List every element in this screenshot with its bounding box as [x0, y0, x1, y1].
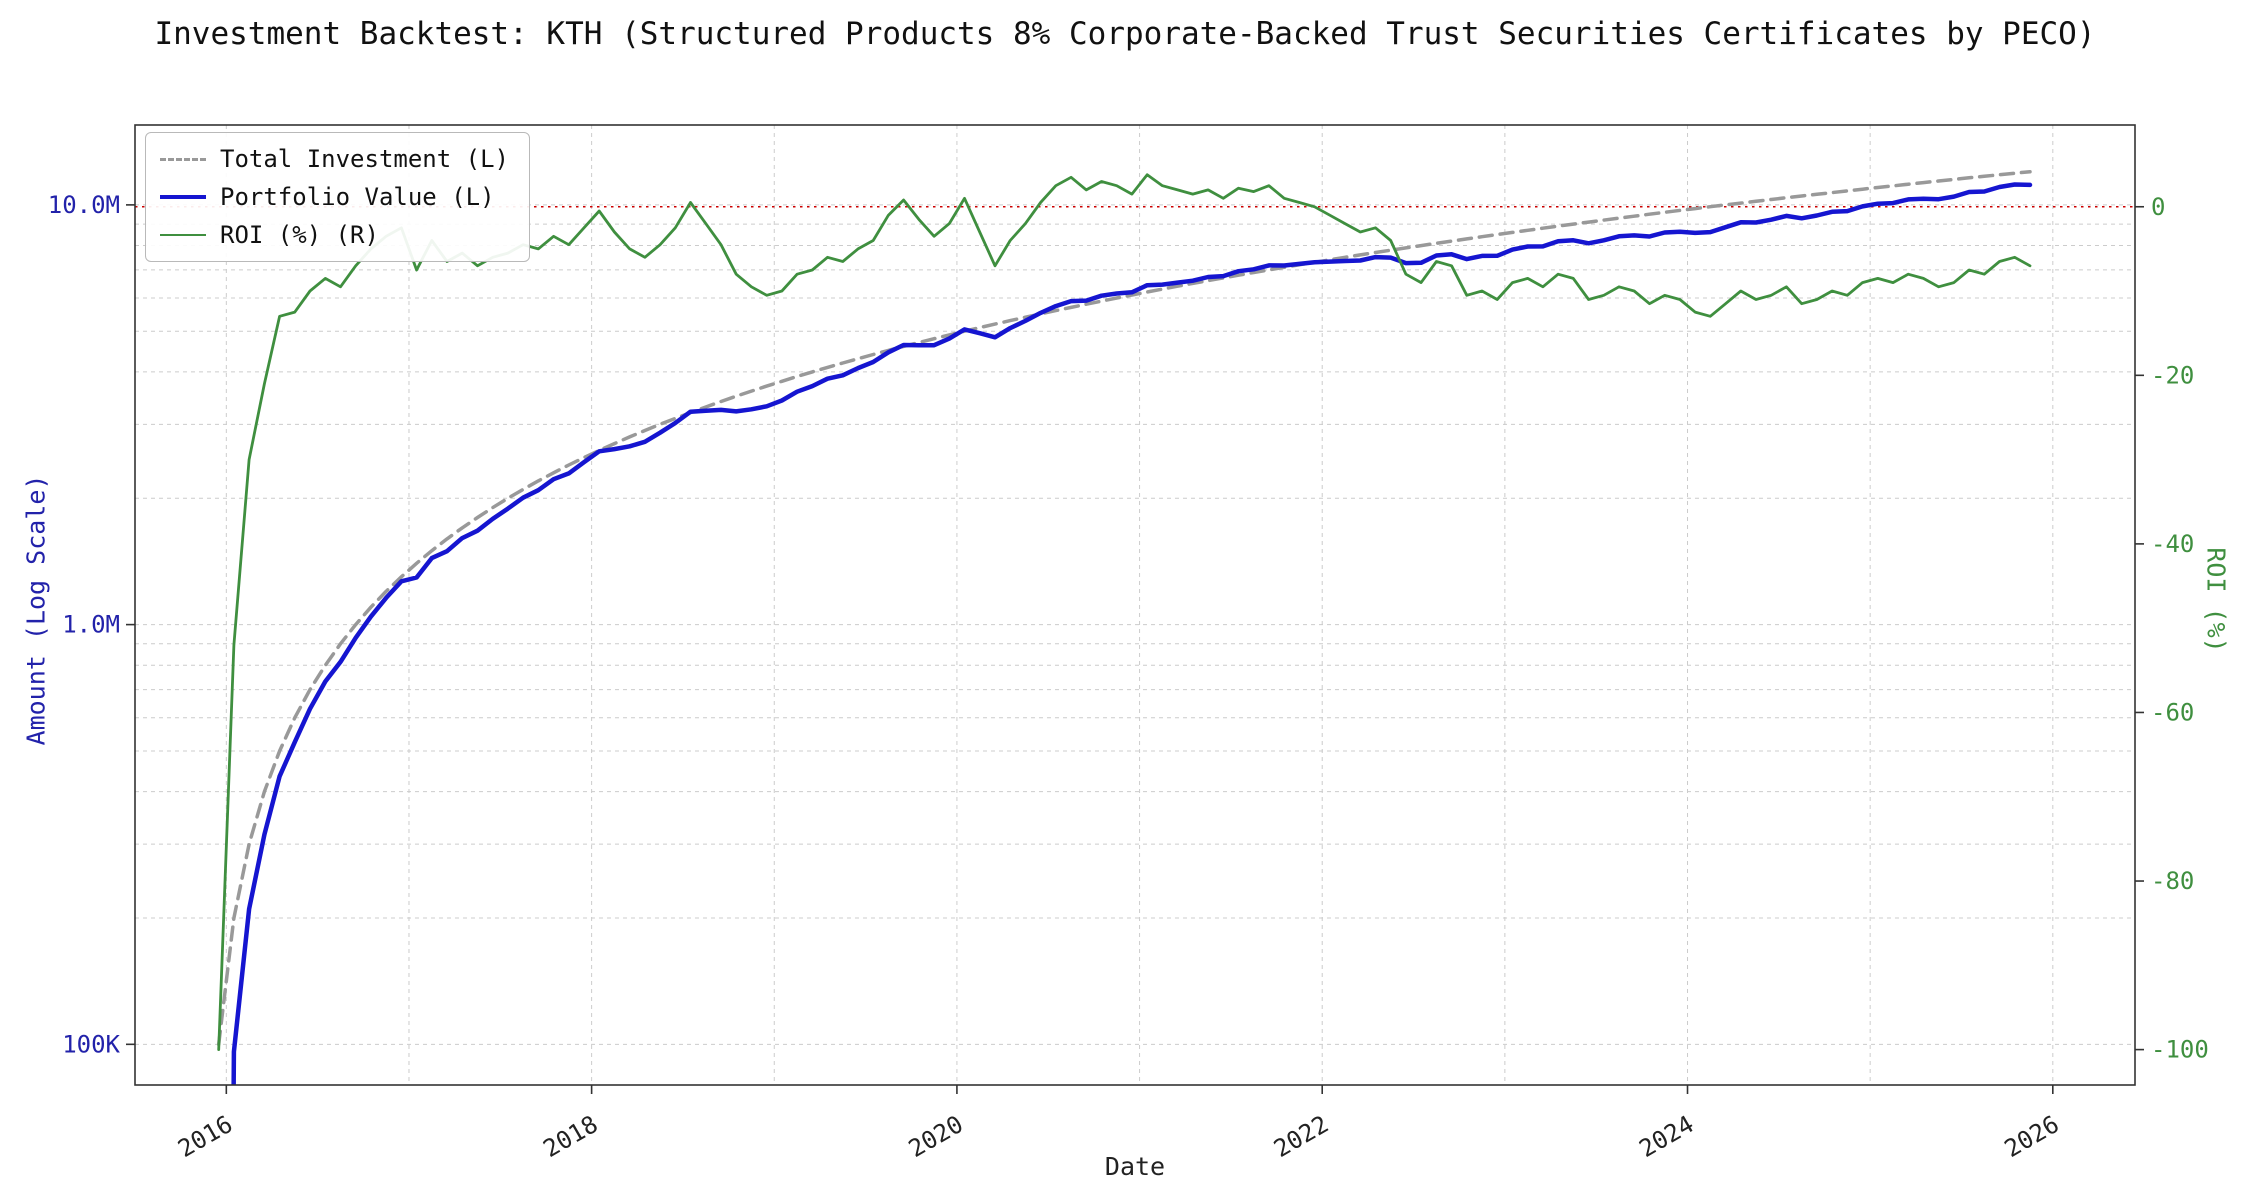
legend-label-roi: ROI (%) (R) [220, 221, 379, 249]
svg-text:1.0M: 1.0M [62, 611, 120, 639]
svg-text:2022: 2022 [1269, 1110, 1333, 1163]
svg-text:-60: -60 [2151, 698, 2194, 726]
svg-text:0: 0 [2151, 193, 2165, 221]
roi-line-swatch-icon [160, 233, 206, 237]
legend-item-portfolio-value: Portfolio Value (L) [160, 183, 509, 211]
y-axis-label-right: ROI (%) [2201, 547, 2231, 653]
legend-item-total-investment: Total Investment (L) [160, 145, 509, 173]
svg-text:-80: -80 [2151, 867, 2194, 895]
legend-label-portfolio-value: Portfolio Value (L) [220, 183, 495, 211]
svg-text:10.0M: 10.0M [48, 191, 120, 219]
legend-label-total-investment: Total Investment (L) [220, 145, 509, 173]
x-axis-label: Date [1104, 1152, 1166, 1181]
svg-text:-20: -20 [2151, 361, 2194, 389]
svg-text:2018: 2018 [539, 1110, 603, 1163]
svg-text:2016: 2016 [173, 1110, 237, 1163]
legend: Total Investment (L) Portfolio Value (L)… [145, 132, 530, 262]
svg-text:2026: 2026 [2000, 1110, 2064, 1163]
svg-text:-100: -100 [2151, 1036, 2209, 1064]
svg-text:-40: -40 [2151, 530, 2194, 558]
total-investment-line-swatch-icon [160, 157, 206, 161]
portfolio-value-line-swatch-icon [160, 194, 206, 200]
legend-item-roi: ROI (%) (R) [160, 221, 509, 249]
svg-text:2024: 2024 [1634, 1110, 1698, 1163]
chart-title: Investment Backtest: KTH (Structured Pro… [154, 16, 2096, 52]
svg-text:100K: 100K [62, 1030, 120, 1058]
y-axis-label-left: Amount (Log Scale) [21, 474, 51, 746]
svg-text:2020: 2020 [904, 1110, 968, 1163]
